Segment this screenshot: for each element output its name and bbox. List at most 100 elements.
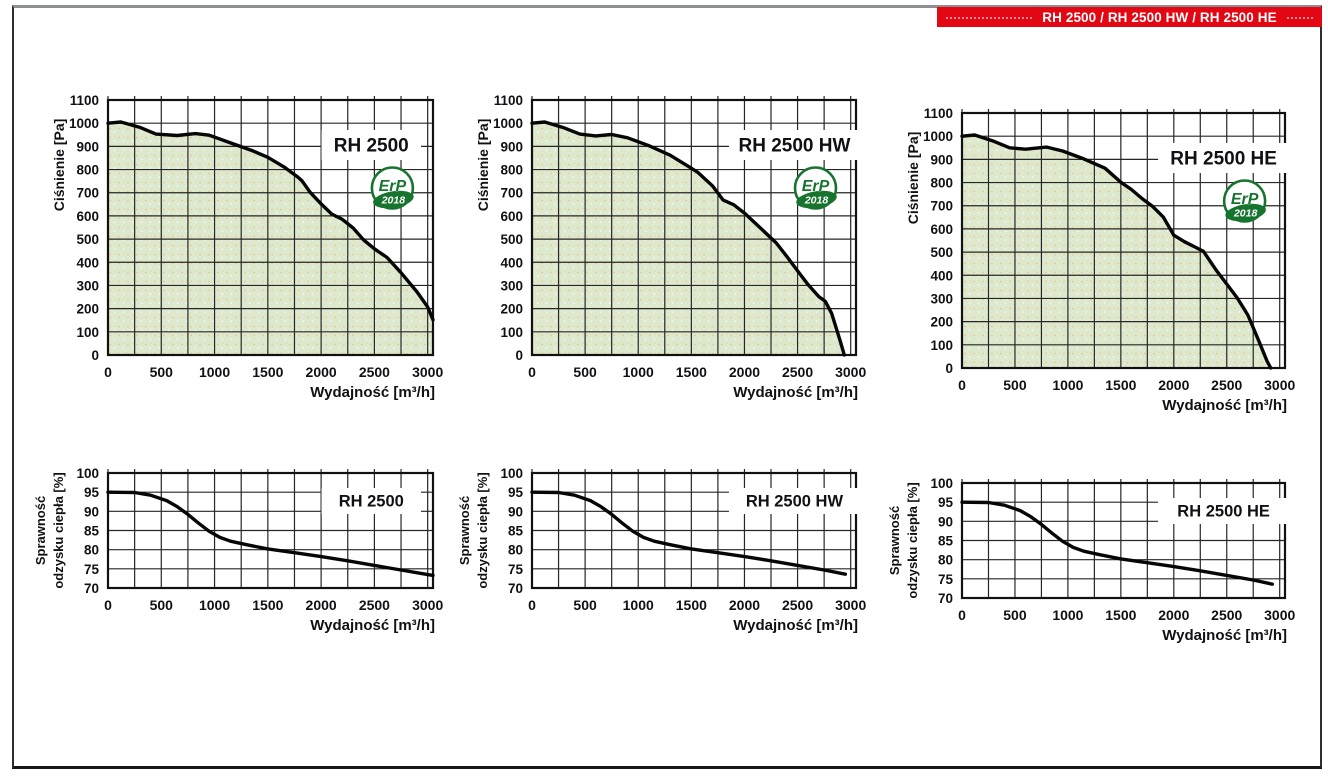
x-tick-label: 500 bbox=[150, 597, 174, 613]
chart-title-box bbox=[1158, 498, 1290, 524]
y-tick-label: 1100 bbox=[70, 93, 99, 108]
y-tick-label: 500 bbox=[76, 232, 99, 247]
y-tick-label: 90 bbox=[84, 504, 99, 519]
y-tick-label: 80 bbox=[84, 543, 99, 558]
y-tick-label: 900 bbox=[930, 152, 953, 167]
y-tick-label: 95 bbox=[938, 495, 954, 510]
y-tick-label: 700 bbox=[500, 186, 523, 201]
banner-dots-right bbox=[1286, 15, 1313, 19]
x-tick-label: 2500 bbox=[1211, 607, 1242, 623]
x-tick-label: 1500 bbox=[252, 597, 283, 613]
chart-title-box bbox=[321, 130, 421, 160]
page-frame bbox=[12, 5, 1322, 769]
plot-border bbox=[960, 481, 1287, 600]
plot-border bbox=[530, 471, 858, 590]
x-tick-label: 500 bbox=[1003, 607, 1027, 623]
x-tick-label: 2500 bbox=[782, 597, 813, 613]
y-tick-label: 200 bbox=[930, 315, 953, 330]
curve-pressure-rh2500he bbox=[960, 133, 1273, 370]
y-tick-label: 85 bbox=[84, 524, 100, 539]
curve-pressure-rh2500 bbox=[106, 120, 435, 322]
x-tick-label: 1000 bbox=[623, 597, 654, 613]
curve-efficiency-rh2500 bbox=[106, 490, 435, 578]
x-tick-label: 0 bbox=[528, 364, 536, 380]
y-tick-label: 100 bbox=[76, 466, 99, 481]
plot-border bbox=[106, 98, 435, 357]
y-axis-title-line1: Sprawność bbox=[457, 496, 472, 565]
x-tick-label: 0 bbox=[958, 607, 966, 623]
x-axis-title: Wydajność [m³/h] bbox=[1162, 397, 1287, 414]
x-tick-label: 3000 bbox=[835, 364, 866, 380]
y-tick-label: 400 bbox=[500, 255, 523, 270]
plot-border bbox=[530, 98, 858, 357]
erp-badge-text: ErP bbox=[802, 178, 830, 195]
x-axis-title: Wydajność [m³/h] bbox=[310, 384, 435, 401]
x-tick-label: 1500 bbox=[1105, 607, 1136, 623]
y-tick-label: 90 bbox=[508, 504, 523, 519]
y-tick-label: 400 bbox=[930, 268, 953, 283]
banner-dots-left bbox=[946, 15, 1033, 19]
x-tick-label: 2000 bbox=[306, 597, 337, 613]
x-tick-label: 3000 bbox=[835, 597, 866, 613]
chart-title-box bbox=[728, 130, 860, 160]
y-axis-title: Ciśnienie [Pa] bbox=[475, 119, 491, 212]
plot-border bbox=[960, 111, 1287, 370]
y-tick-label: 70 bbox=[938, 591, 953, 606]
chart-title: RH 2500 HW bbox=[738, 136, 850, 157]
y-tick-label: 500 bbox=[930, 245, 953, 260]
y-tick-label: 400 bbox=[76, 255, 99, 270]
y-tick-label: 200 bbox=[76, 302, 99, 317]
y-tick-label: 600 bbox=[930, 222, 953, 237]
curve-pressure-rh2500hw bbox=[530, 120, 846, 357]
x-tick-label: 3000 bbox=[1264, 377, 1295, 393]
x-tick-label: 1000 bbox=[199, 597, 230, 613]
y-tick-label: 100 bbox=[500, 466, 523, 481]
y-tick-label: 100 bbox=[930, 338, 953, 353]
erp-badge-year: 2018 bbox=[804, 195, 829, 207]
y-tick-label: 600 bbox=[500, 209, 523, 224]
x-tick-label: 1000 bbox=[1052, 377, 1083, 393]
y-tick-label: 200 bbox=[500, 302, 523, 317]
chart-title: RH 2500 bbox=[339, 493, 404, 511]
y-tick-label: 1100 bbox=[924, 106, 953, 121]
y-tick-label: 1000 bbox=[493, 116, 523, 131]
header-banner: RH 2500 / RH 2500 HW / RH 2500 HE bbox=[937, 7, 1322, 27]
y-tick-label: 500 bbox=[500, 232, 523, 247]
x-tick-label: 2000 bbox=[1158, 377, 1189, 393]
erp-badge-year: 2018 bbox=[381, 195, 406, 207]
x-tick-label: 0 bbox=[528, 597, 536, 613]
y-axis-title-line1: Sprawność bbox=[887, 506, 902, 575]
x-tick-label: 2500 bbox=[359, 597, 390, 613]
chart-pressure-rh2500: 0 100 200 300 400 500 600 700 800 900 1000 1100 0 500… bbox=[51, 93, 443, 401]
erp-badge-year: 2018 bbox=[1233, 208, 1258, 220]
y-tick-label: 900 bbox=[76, 139, 99, 154]
y-tick-label: 100 bbox=[76, 325, 99, 340]
chart-pressure-rh2500hw: 0 100 200 300 400 500 600 700 800 900 1000 1100 0 500… bbox=[475, 93, 866, 401]
x-tick-label: 2000 bbox=[1158, 607, 1189, 623]
x-tick-label: 2500 bbox=[782, 364, 813, 380]
y-tick-label: 700 bbox=[930, 199, 953, 214]
y-tick-label: 70 bbox=[508, 581, 523, 596]
x-tick-label: 1500 bbox=[676, 364, 707, 380]
y-tick-label: 85 bbox=[938, 534, 954, 549]
y-tick-label: 75 bbox=[508, 562, 524, 577]
x-tick-label: 500 bbox=[573, 364, 597, 380]
chart-pressure-rh2500he: 0 100 200 300 400 500 600 700 800 900 1000 1100 0 500… bbox=[905, 106, 1295, 414]
x-tick-label: 500 bbox=[1003, 377, 1027, 393]
x-tick-label: 500 bbox=[150, 364, 174, 380]
y-axis-title: Ciśnienie [Pa] bbox=[51, 119, 67, 212]
y-tick-label: 700 bbox=[76, 186, 99, 201]
y-tick-label: 75 bbox=[84, 562, 100, 577]
x-tick-label: 3000 bbox=[412, 364, 443, 380]
y-axis-title-line1: Sprawność bbox=[33, 496, 48, 565]
y-tick-label: 800 bbox=[76, 163, 99, 178]
x-axis-title: Wydajność [m³/h] bbox=[1162, 627, 1287, 644]
chart-title-box bbox=[321, 488, 421, 514]
y-tick-label: 90 bbox=[938, 514, 953, 529]
y-tick-label: 0 bbox=[945, 361, 953, 376]
